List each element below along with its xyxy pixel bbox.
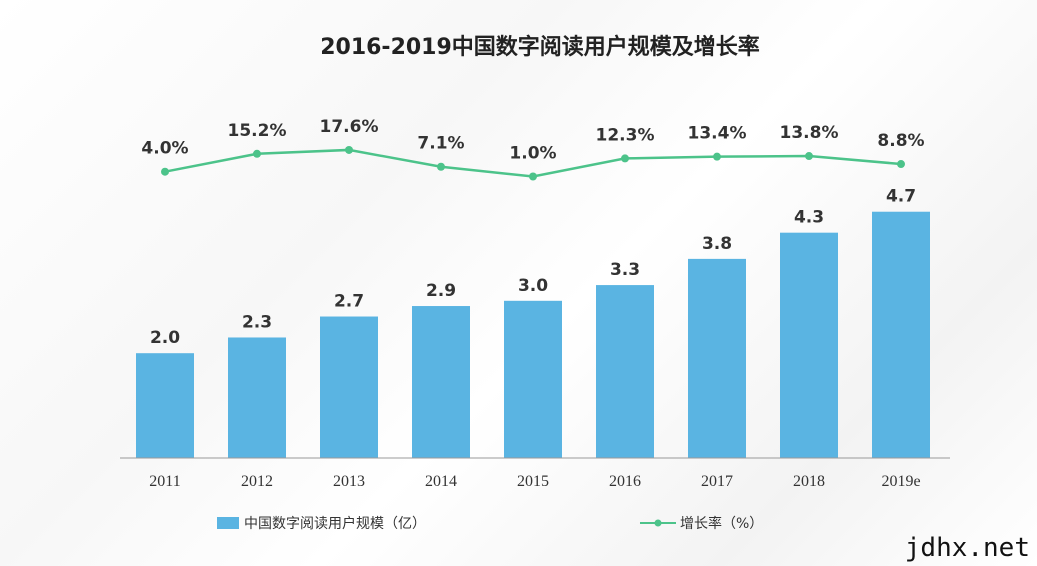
growth-rate-label: 12.3% xyxy=(596,125,655,145)
legend-bar-label: 中国数字阅读用户规模（亿） xyxy=(244,515,426,532)
bar xyxy=(596,285,654,458)
chart-title: 2016-2019中国数字阅读用户规模及增长率 xyxy=(320,34,760,60)
bar-value-label: 4.3 xyxy=(794,208,824,228)
x-tick-label: 2018 xyxy=(793,473,825,490)
bar-value-label: 2.7 xyxy=(334,292,364,312)
x-tick-label: 2014 xyxy=(425,473,457,490)
x-tick-label: 2019e xyxy=(881,473,920,490)
x-tick-label: 2015 xyxy=(517,473,549,490)
bar xyxy=(228,337,286,458)
bar-value-label: 3.3 xyxy=(610,260,640,280)
bar-series xyxy=(136,211,930,458)
x-tick-label: 2017 xyxy=(701,473,733,490)
legend-bar-swatch xyxy=(217,517,239,529)
legend-line-label: 增长率（%） xyxy=(680,515,763,532)
bar xyxy=(136,353,194,458)
x-tick-label: 2011 xyxy=(149,473,180,490)
bar xyxy=(320,316,378,458)
growth-rate-label: 13.4% xyxy=(688,124,747,144)
bar xyxy=(780,232,838,458)
growth-rate-series xyxy=(161,145,905,181)
growth-rate-label: 1.0% xyxy=(509,144,556,164)
growth-rate-point xyxy=(345,145,353,154)
growth-rate-point xyxy=(529,172,537,181)
growth-rate-label: 7.1% xyxy=(417,134,464,154)
bar-value-label: 2.0 xyxy=(150,328,180,348)
bar-value-label: 4.7 xyxy=(886,187,916,207)
bar-value-labels: 2.0 2.3 2.7 2.9 3.0 3.3 3.8 4.3 4.7 xyxy=(150,187,916,348)
x-tick-label: 2012 xyxy=(241,473,273,490)
x-tick-labels: 2011 2012 2013 2014 2015 2016 2017 2018 2019e xyxy=(149,473,920,490)
legend: 中国数字阅读用户规模（亿） 增长率（%） xyxy=(217,515,763,532)
bar xyxy=(688,258,746,458)
growth-rate-point xyxy=(897,160,905,169)
bar xyxy=(504,300,562,458)
growth-rate-label: 8.8% xyxy=(877,131,924,151)
growth-rate-labels: 4.0% 15.2% 17.6% 7.1% 1.0% 12.3% 13.4% 13.8% 8.8… xyxy=(141,117,924,164)
bar-value-label: 2.9 xyxy=(426,281,456,301)
legend-line-marker xyxy=(654,519,662,527)
growth-rate-label: 17.6% xyxy=(320,117,379,137)
growth-rate-label: 4.0% xyxy=(141,139,188,159)
growth-rate-label: 13.8% xyxy=(780,123,839,143)
growth-rate-point xyxy=(253,149,261,158)
bar-value-label: 3.8 xyxy=(702,234,732,254)
growth-rate-point xyxy=(437,162,445,171)
growth-rate-label: 15.2% xyxy=(228,121,287,141)
bar-value-label: 2.3 xyxy=(242,312,272,332)
growth-rate-point xyxy=(161,167,169,176)
watermark: jdhx.net xyxy=(905,533,1030,563)
growth-rate-point xyxy=(805,152,813,161)
bar-value-label: 3.0 xyxy=(518,276,548,296)
x-tick-label: 2016 xyxy=(609,473,641,490)
bar xyxy=(872,211,930,458)
growth-rate-point xyxy=(621,154,629,163)
bar xyxy=(412,306,470,458)
growth-rate-point xyxy=(713,152,721,161)
x-tick-label: 2013 xyxy=(333,473,365,490)
